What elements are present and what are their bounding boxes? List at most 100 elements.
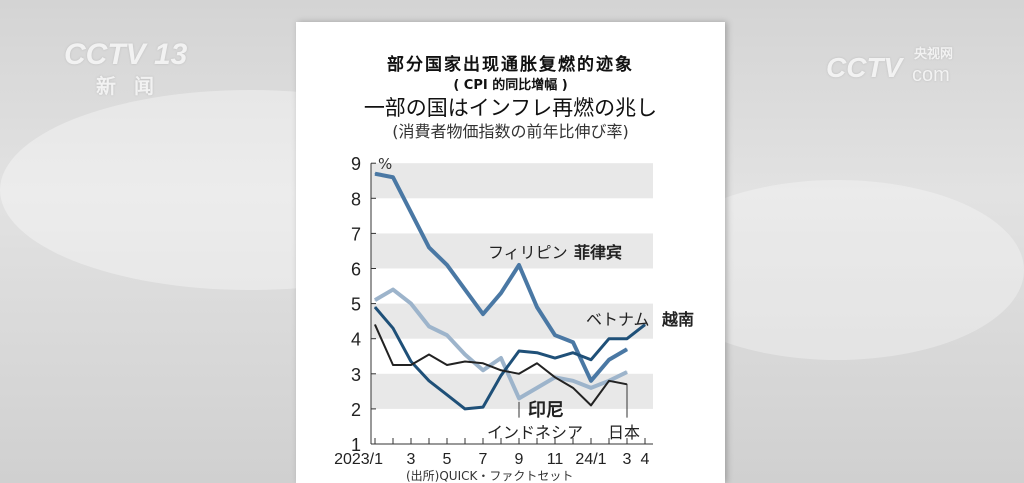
data-point bbox=[536, 306, 538, 308]
y-tick-label: 9 bbox=[351, 154, 361, 174]
data-point bbox=[446, 364, 448, 366]
data-point bbox=[428, 380, 430, 382]
label-philippines-zh: 菲律宾 bbox=[574, 243, 622, 262]
data-point bbox=[446, 334, 448, 336]
data-point bbox=[536, 387, 538, 389]
data-point bbox=[554, 357, 556, 359]
data-point bbox=[590, 359, 592, 361]
data-point bbox=[392, 364, 394, 366]
data-point bbox=[374, 299, 376, 301]
y-tick-label: 8 bbox=[351, 189, 361, 209]
data-point bbox=[428, 325, 430, 327]
data-point bbox=[626, 371, 628, 373]
label-vietnam-ja: ベトナム bbox=[586, 310, 650, 329]
cctv13-logo: CCTV 13 bbox=[64, 38, 188, 71]
data-point bbox=[446, 394, 448, 396]
data-point bbox=[518, 264, 520, 266]
cctv13-logo-sub: 新闻 bbox=[96, 76, 172, 98]
y-tick-label: 7 bbox=[351, 224, 361, 244]
data-point bbox=[536, 352, 538, 354]
x-tick-label: 24/1 bbox=[575, 451, 606, 468]
y-tick-label: 4 bbox=[351, 330, 361, 350]
data-point bbox=[410, 211, 412, 213]
data-point bbox=[518, 373, 520, 375]
chart-title: 部分国家出现通胀复燃的迹象 bbox=[387, 55, 634, 75]
cctv-com-logo: CCTV bbox=[826, 52, 903, 83]
x-tick-label: 3 bbox=[407, 451, 416, 468]
y-unit-label: % bbox=[378, 155, 392, 173]
grid-band bbox=[371, 233, 653, 269]
data-point bbox=[572, 352, 574, 354]
label-japan: 日本 bbox=[608, 423, 640, 442]
label-indonesia-zh: 印尼 bbox=[528, 400, 564, 421]
x-tick-label: 5 bbox=[443, 451, 452, 468]
y-tick-label: 5 bbox=[351, 295, 361, 315]
chart-title-ja: 一部の国はインフレ再燃の兆し bbox=[363, 96, 658, 120]
y-tick-label: 2 bbox=[351, 400, 361, 420]
data-point bbox=[500, 292, 502, 294]
data-point bbox=[536, 362, 538, 364]
data-point bbox=[572, 380, 574, 382]
data-point bbox=[392, 289, 394, 291]
cctv-com-logo-sub: 央视网 bbox=[914, 46, 954, 61]
x-tick-label: 11 bbox=[547, 451, 564, 468]
data-point bbox=[410, 361, 412, 363]
data-point bbox=[572, 341, 574, 343]
data-point bbox=[428, 353, 430, 355]
data-point bbox=[464, 353, 466, 355]
data-point bbox=[500, 375, 502, 377]
source-note: (出所)QUICK・ファクトセット bbox=[406, 469, 573, 483]
label-indonesia-ja: インドネシア bbox=[487, 423, 583, 442]
data-point bbox=[626, 338, 628, 340]
x-tick-label: 2023/1 bbox=[334, 451, 383, 468]
data-point bbox=[446, 264, 448, 266]
data-point bbox=[590, 404, 592, 406]
data-point bbox=[644, 324, 646, 326]
grid-band bbox=[371, 163, 653, 199]
data-point bbox=[482, 313, 484, 315]
data-point bbox=[608, 359, 610, 361]
x-tick-label: 9 bbox=[515, 451, 524, 468]
y-tick-label: 6 bbox=[351, 260, 361, 280]
y-tick-label: 1 bbox=[351, 435, 361, 455]
data-point bbox=[374, 173, 376, 175]
data-point bbox=[590, 380, 592, 382]
data-point bbox=[464, 361, 466, 363]
data-point bbox=[500, 357, 502, 359]
data-point bbox=[626, 348, 628, 350]
data-point bbox=[482, 362, 484, 364]
series-line-フィリピン bbox=[374, 171, 629, 383]
x-tick-label: 3 bbox=[623, 451, 632, 468]
data-point bbox=[554, 376, 556, 378]
data-point bbox=[608, 380, 610, 382]
chart-subtitle-ja: (消費者物価指数の前年比伸び率) bbox=[392, 122, 629, 141]
chart-card: 部分国家出现通胀复燃的迹象 ( CPI 的同比增幅 ) 一部の国はインフレ再燃の… bbox=[296, 22, 725, 483]
data-point bbox=[374, 324, 376, 326]
data-point bbox=[392, 176, 394, 178]
cctv-com-logo-com: com bbox=[912, 64, 950, 86]
data-point bbox=[608, 338, 610, 340]
series-line-ベトナム bbox=[373, 306, 646, 411]
label-philippines-ja: フィリピン bbox=[488, 243, 568, 262]
data-point bbox=[482, 369, 484, 371]
x-tick-label: 7 bbox=[479, 451, 488, 468]
data-point bbox=[428, 246, 430, 248]
data-point bbox=[374, 306, 376, 308]
data-point bbox=[410, 364, 412, 366]
data-point bbox=[482, 406, 484, 408]
data-point bbox=[392, 327, 394, 329]
data-point bbox=[500, 369, 502, 371]
y-tick-label: 3 bbox=[351, 365, 361, 385]
data-point bbox=[464, 289, 466, 291]
data-point bbox=[464, 408, 466, 410]
x-tick-label: 4 bbox=[641, 451, 650, 468]
data-point bbox=[410, 303, 412, 305]
chart-subtitle: ( CPI 的同比增幅 ) bbox=[453, 78, 568, 93]
label-vietnam-zh: 越南 bbox=[661, 310, 694, 329]
data-point bbox=[590, 387, 592, 389]
data-point bbox=[572, 387, 574, 389]
data-point bbox=[554, 334, 556, 336]
data-point bbox=[518, 350, 520, 352]
data-point bbox=[518, 397, 520, 399]
